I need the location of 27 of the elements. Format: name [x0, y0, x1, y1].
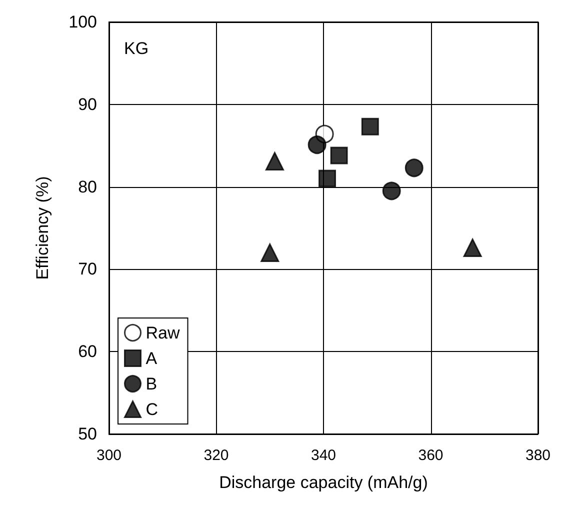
point [330, 146, 348, 164]
point [361, 118, 379, 136]
point [318, 170, 336, 188]
legend-label: A [146, 348, 158, 368]
y-tick-label: 70 [78, 260, 97, 279]
y-tick-label: 50 [78, 424, 97, 444]
point [382, 182, 401, 200]
x-tick-label: 320 [204, 447, 229, 464]
point [260, 243, 280, 262]
x-tick-label: 300 [96, 447, 122, 464]
y-tick-label: 90 [78, 94, 97, 114]
legend-label: Raw [146, 323, 180, 342]
annotation: KG [124, 39, 149, 58]
y-tick-label: 60 [78, 342, 97, 362]
legend-label: B [146, 374, 158, 394]
point [404, 158, 424, 178]
x-tick-label: 380 [525, 447, 551, 464]
x-tick-label: 360 [418, 447, 444, 464]
y-tick-label: 80 [78, 177, 97, 196]
x-axis-title: Discharge capacity (mAh/g) [219, 473, 428, 492]
point [463, 238, 482, 258]
legend-label: C [146, 400, 158, 419]
y-axis-title: Efficiency (%) [33, 176, 52, 280]
x-tick-label: 340 [310, 447, 336, 464]
point [265, 152, 284, 171]
y-tick-label: 100 [68, 12, 97, 32]
point [308, 136, 326, 154]
